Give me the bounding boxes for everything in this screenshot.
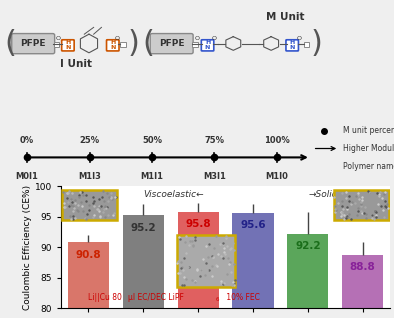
Text: Higher Modulus: Higher Modulus xyxy=(343,144,394,153)
Bar xyxy=(68,242,109,308)
Text: PFPE: PFPE xyxy=(20,39,46,48)
Text: 95.6: 95.6 xyxy=(240,220,266,230)
Text: M1I0: M1I0 xyxy=(265,172,288,181)
Bar xyxy=(334,190,389,220)
Bar xyxy=(178,212,219,308)
Text: O: O xyxy=(55,36,60,41)
Text: (: ( xyxy=(142,29,154,58)
Text: O: O xyxy=(115,36,119,41)
Bar xyxy=(303,42,309,46)
Text: I Unit: I Unit xyxy=(60,59,92,69)
Text: M unit percentage: M unit percentage xyxy=(343,126,394,135)
Text: Li||Cu 80: Li||Cu 80 xyxy=(89,293,125,302)
Bar xyxy=(342,255,383,308)
Bar xyxy=(287,234,328,308)
FancyBboxPatch shape xyxy=(12,34,55,54)
FancyBboxPatch shape xyxy=(62,40,74,51)
Text: ): ) xyxy=(128,29,140,58)
Y-axis label: Coulombic Efficiency (CE%): Coulombic Efficiency (CE%) xyxy=(23,185,32,310)
FancyBboxPatch shape xyxy=(286,40,298,51)
Text: H
N: H N xyxy=(290,40,295,50)
Text: 6: 6 xyxy=(216,297,219,302)
Text: O: O xyxy=(195,36,199,41)
Text: O: O xyxy=(212,36,217,41)
FancyBboxPatch shape xyxy=(150,34,193,54)
Text: ): ) xyxy=(310,29,322,58)
FancyBboxPatch shape xyxy=(201,40,214,51)
Text: 25%: 25% xyxy=(80,136,100,145)
Text: 0%: 0% xyxy=(20,136,34,145)
Text: (: ( xyxy=(5,29,17,58)
Bar xyxy=(232,213,273,308)
Text: →Solid: →Solid xyxy=(309,190,338,199)
Text: Viscoelastic←: Viscoelastic← xyxy=(143,190,204,199)
Text: 88.8: 88.8 xyxy=(350,262,375,272)
Text: H
N: H N xyxy=(110,40,115,50)
FancyBboxPatch shape xyxy=(106,40,119,51)
Bar xyxy=(177,235,235,287)
Text: PFPE: PFPE xyxy=(159,39,184,48)
Bar xyxy=(123,215,164,308)
Text: 90.8: 90.8 xyxy=(76,250,101,260)
Text: μl EC/DEC LiPF: μl EC/DEC LiPF xyxy=(128,293,184,302)
Text: 75%: 75% xyxy=(204,136,224,145)
Text: 10% FEC: 10% FEC xyxy=(224,293,260,302)
Text: M3I1: M3I1 xyxy=(203,172,226,181)
Text: M0I1: M0I1 xyxy=(16,172,39,181)
Text: M1I3: M1I3 xyxy=(78,172,101,181)
Text: O: O xyxy=(297,36,302,41)
Text: Polymer name: Polymer name xyxy=(343,162,394,171)
Text: M1I1: M1I1 xyxy=(140,172,164,181)
Text: 95.2: 95.2 xyxy=(130,223,156,233)
Bar xyxy=(120,42,126,46)
Bar xyxy=(192,42,198,46)
Text: H
N: H N xyxy=(205,40,210,50)
Bar xyxy=(54,42,59,46)
Text: H
N: H N xyxy=(65,40,71,50)
Text: 92.2: 92.2 xyxy=(295,241,321,251)
Text: M Unit: M Unit xyxy=(266,12,304,22)
Text: 50%: 50% xyxy=(142,136,162,145)
Bar xyxy=(62,190,117,220)
Text: 100%: 100% xyxy=(264,136,290,145)
Text: 95.8: 95.8 xyxy=(185,219,211,229)
